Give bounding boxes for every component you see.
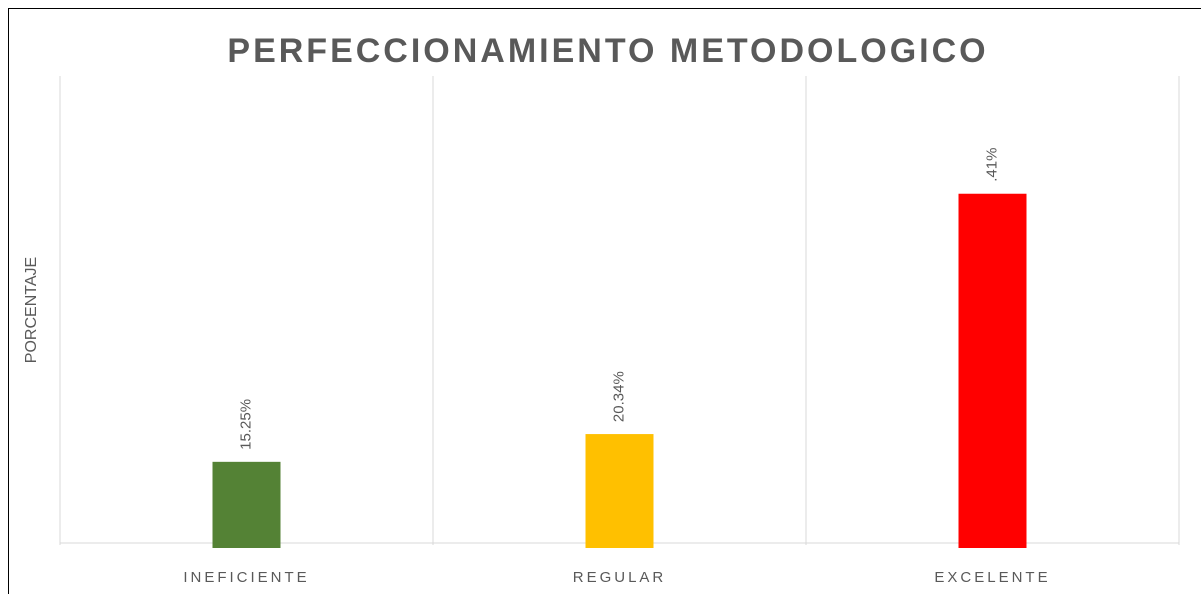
bar [958, 193, 1027, 548]
bar [585, 434, 654, 548]
value-label: 20.34% [610, 371, 627, 422]
x-tick-label: INEFICIENTE [183, 569, 309, 586]
value-label: 15.25% [237, 399, 254, 450]
x-tick-label: EXCELENTE [934, 569, 1050, 586]
x-tick-label: REGULAR [573, 569, 667, 586]
chart-title: PERFECCIONAMIENTO METODOLOGICO [227, 32, 988, 70]
value-label: .41% [983, 148, 1000, 182]
bar [212, 461, 281, 548]
y-axis-label: PORCENTAJE [23, 257, 40, 363]
